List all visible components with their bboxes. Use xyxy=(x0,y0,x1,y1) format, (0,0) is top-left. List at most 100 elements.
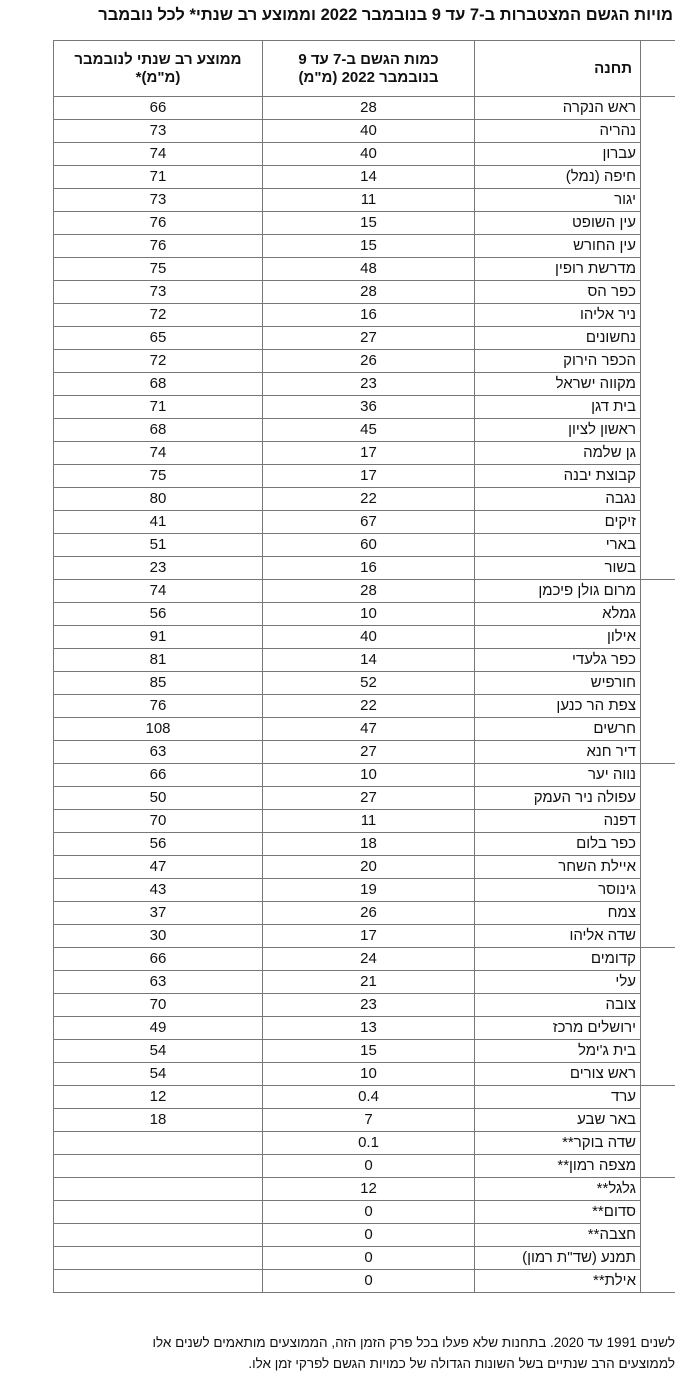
average-cell xyxy=(53,1177,263,1201)
rain-cell: 17 xyxy=(262,924,475,948)
rain-cell: 15 xyxy=(262,234,475,258)
table-row: גן שלמה 17 74 xyxy=(53,441,675,465)
station-cell: איילת השחר xyxy=(474,855,641,879)
rain-cell: 67 xyxy=(262,510,475,534)
table-row: גלגל** 12 xyxy=(53,1177,675,1293)
average-cell: 63 xyxy=(53,740,263,764)
rain-cell: 22 xyxy=(262,694,475,718)
station-cell: מדרשת רופין xyxy=(474,257,641,281)
station-cell: בית דגן xyxy=(474,395,641,419)
table-row: דיר חנא 27 63 xyxy=(53,740,675,764)
rain-cell: 47 xyxy=(262,717,475,741)
table-row: הכפר הירוק 26 72 xyxy=(53,349,675,373)
station-cell: עין השופט xyxy=(474,211,641,235)
average-cell: 72 xyxy=(53,349,263,373)
region-group-cell xyxy=(640,763,675,948)
average-cell: 74 xyxy=(53,142,263,166)
rain-cell: 0 xyxy=(262,1223,475,1247)
rain-cell: 28 xyxy=(262,280,475,304)
rain-cell: 0.1 xyxy=(262,1131,475,1155)
average-cell: 47 xyxy=(53,855,263,879)
rain-cell: 16 xyxy=(262,303,475,327)
table-row: מדרשת רופין 48 75 xyxy=(53,257,675,281)
station-cell: מרום גולן פיכמן xyxy=(474,579,641,603)
rain-cell: 18 xyxy=(262,832,475,856)
average-cell: 76 xyxy=(53,234,263,258)
station-column-header: תחנה xyxy=(474,40,641,97)
table-row: עין השופט 15 76 xyxy=(53,211,675,235)
station-cell: קבוצת יבנה xyxy=(474,464,641,488)
rain-cell: 27 xyxy=(262,326,475,350)
station-cell: תמנע (שד"ת רמון) xyxy=(474,1246,641,1270)
station-cell: דפנה xyxy=(474,809,641,833)
rain-cell: 27 xyxy=(262,740,475,764)
station-cell: שדה אליהו xyxy=(474,924,641,948)
average-cell: 80 xyxy=(53,487,263,511)
station-cell: חורפיש xyxy=(474,671,641,695)
rain-cell: 28 xyxy=(262,579,475,603)
table-row: קבוצת יבנה 17 75 xyxy=(53,464,675,488)
average-cell: 70 xyxy=(53,993,263,1017)
rain-cell: 23 xyxy=(262,993,475,1017)
table-row: עין החורש 15 76 xyxy=(53,234,675,258)
station-cell: חיפה (נמל) xyxy=(474,165,641,189)
average-cell: 66 xyxy=(53,96,263,120)
station-cell: כפר גלעדי xyxy=(474,648,641,672)
rain-cell: 22 xyxy=(262,487,475,511)
rain-cell: 14 xyxy=(262,648,475,672)
station-cell: נווה יער xyxy=(474,763,641,787)
table-row: צובה 23 70 xyxy=(53,993,675,1017)
station-cell: בית ג'ימל xyxy=(474,1039,641,1063)
rain-cell: 0.4 xyxy=(262,1085,475,1109)
table-row: מקווה ישראל 23 68 xyxy=(53,372,675,396)
table-row: בשור 16 23 xyxy=(53,556,675,580)
table-row: גינוסר 19 43 xyxy=(53,878,675,902)
rain-cell: 24 xyxy=(262,947,475,971)
rain-cell: 0 xyxy=(262,1200,475,1224)
rain-cell: 36 xyxy=(262,395,475,419)
region-group-cell xyxy=(640,1085,675,1178)
region-group-cell xyxy=(640,579,675,764)
table-row: שדה בוקר** 0.1 xyxy=(53,1131,675,1155)
station-cell: נגבה xyxy=(474,487,641,511)
rain-cell: 27 xyxy=(262,786,475,810)
rain-cell: 11 xyxy=(262,809,475,833)
table-row: ראש צורים 10 54 xyxy=(53,1062,675,1086)
average-cell: 75 xyxy=(53,464,263,488)
average-cell: 68 xyxy=(53,372,263,396)
rain-cell: 48 xyxy=(262,257,475,281)
average-cell xyxy=(53,1269,263,1293)
rain-column-header: כמות הגשם ב-7 עד 9 בנובמבר 2022 (מ"מ) xyxy=(262,40,475,97)
rain-cell: 60 xyxy=(262,533,475,557)
rain-cell: 23 xyxy=(262,372,475,396)
average-cell: 30 xyxy=(53,924,263,948)
table-row: צפת הר כנען 22 76 xyxy=(53,694,675,718)
rain-cell: 11 xyxy=(262,188,475,212)
table-row: עפולה ניר העמק 27 50 xyxy=(53,786,675,810)
station-cell: עלי xyxy=(474,970,641,994)
rain-cell: 14 xyxy=(262,165,475,189)
rain-cell: 10 xyxy=(262,1062,475,1086)
region-header xyxy=(640,40,675,97)
station-cell: עברון xyxy=(474,142,641,166)
table-row: חורפיש 52 85 xyxy=(53,671,675,695)
station-cell: ערד xyxy=(474,1085,641,1109)
table-row: ניר אליהו 16 72 xyxy=(53,303,675,327)
average-column-header: ממוצע רב שנתי לנובמבר (מ"מ)* xyxy=(53,40,263,97)
table-row: ראשון לציון 45 68 xyxy=(53,418,675,442)
rain-cell: 40 xyxy=(262,142,475,166)
table-row: ערד 0.4 12 xyxy=(53,1085,675,1178)
table-row: חיפה (נמל) 14 71 xyxy=(53,165,675,189)
table-row: אילת** 0 xyxy=(53,1269,675,1293)
rain-cell: 40 xyxy=(262,625,475,649)
average-cell: 54 xyxy=(53,1062,263,1086)
average-cell: 51 xyxy=(53,533,263,557)
rain-cell: 10 xyxy=(262,763,475,787)
station-cell: חצבה** xyxy=(474,1223,641,1247)
average-cell: 74 xyxy=(53,579,263,603)
rain-cell: 26 xyxy=(262,901,475,925)
station-cell: גן שלמה xyxy=(474,441,641,465)
station-cell: בשור xyxy=(474,556,641,580)
rainfall-table: תחנה כמות הגשם ב-7 עד 9 בנובמבר 2022 (מ"… xyxy=(53,40,675,1293)
table-row: כפר גלעדי 14 81 xyxy=(53,648,675,672)
